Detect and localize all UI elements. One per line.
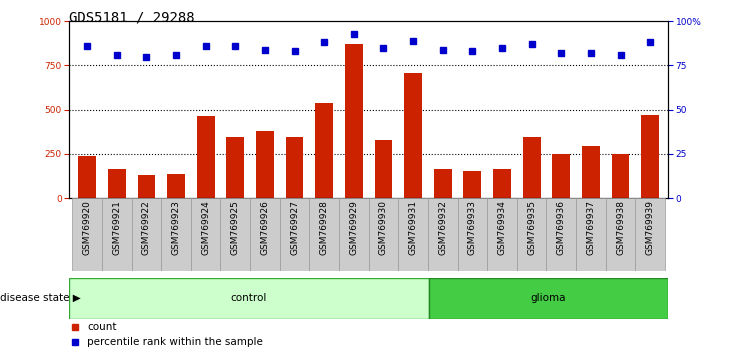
Bar: [310, 198, 339, 271]
Bar: [256, 131, 274, 198]
Text: GSM769930: GSM769930: [379, 200, 388, 256]
Bar: [606, 198, 635, 271]
Bar: [404, 74, 422, 198]
Text: GSM769933: GSM769933: [468, 200, 477, 256]
Text: count: count: [88, 321, 117, 332]
Bar: [369, 198, 399, 271]
Bar: [108, 169, 126, 198]
Text: GSM769937: GSM769937: [586, 200, 596, 256]
Bar: [399, 198, 428, 271]
Text: GSM769935: GSM769935: [527, 200, 536, 256]
Text: glioma: glioma: [531, 293, 566, 303]
Bar: [197, 116, 215, 198]
Text: GSM769931: GSM769931: [409, 200, 418, 256]
Bar: [102, 198, 131, 271]
Bar: [220, 198, 250, 271]
Bar: [137, 175, 155, 198]
Text: GSM769920: GSM769920: [82, 200, 92, 255]
Bar: [226, 137, 245, 198]
Bar: [547, 198, 576, 271]
Bar: [315, 103, 333, 198]
Bar: [612, 154, 629, 198]
Bar: [72, 198, 102, 271]
Bar: [428, 198, 458, 271]
Text: GSM769938: GSM769938: [616, 200, 625, 256]
Bar: [69, 278, 429, 319]
Text: percentile rank within the sample: percentile rank within the sample: [88, 337, 264, 348]
Bar: [191, 198, 220, 271]
Bar: [493, 169, 511, 198]
Bar: [280, 198, 310, 271]
Text: GSM769929: GSM769929: [350, 200, 358, 255]
Text: GSM769921: GSM769921: [112, 200, 121, 255]
Bar: [285, 137, 304, 198]
Bar: [576, 198, 606, 271]
Text: disease state ▶: disease state ▶: [0, 293, 81, 303]
Bar: [523, 137, 540, 198]
Text: GSM769922: GSM769922: [142, 200, 151, 255]
Text: GSM769932: GSM769932: [438, 200, 447, 255]
Text: GSM769924: GSM769924: [201, 200, 210, 255]
Bar: [250, 198, 280, 271]
Bar: [78, 156, 96, 198]
Text: GSM769939: GSM769939: [645, 200, 655, 256]
Bar: [458, 198, 487, 271]
Text: control: control: [231, 293, 267, 303]
Bar: [429, 278, 668, 319]
Bar: [345, 44, 363, 198]
Text: GSM769928: GSM769928: [320, 200, 328, 255]
Bar: [167, 175, 185, 198]
Bar: [464, 171, 481, 198]
Text: GSM769927: GSM769927: [290, 200, 299, 255]
Text: GSM769936: GSM769936: [557, 200, 566, 256]
Bar: [374, 140, 392, 198]
Bar: [582, 146, 600, 198]
Text: GSM769926: GSM769926: [261, 200, 269, 255]
Bar: [553, 154, 570, 198]
Bar: [635, 198, 665, 271]
Text: GSM769934: GSM769934: [498, 200, 507, 255]
Text: GSM769923: GSM769923: [172, 200, 180, 255]
Text: GSM769925: GSM769925: [231, 200, 239, 255]
Bar: [487, 198, 517, 271]
Bar: [434, 169, 452, 198]
Bar: [161, 198, 191, 271]
Bar: [131, 198, 161, 271]
Bar: [339, 198, 369, 271]
Bar: [641, 115, 659, 198]
Bar: [517, 198, 547, 271]
Text: GDS5181 / 29288: GDS5181 / 29288: [69, 11, 195, 25]
